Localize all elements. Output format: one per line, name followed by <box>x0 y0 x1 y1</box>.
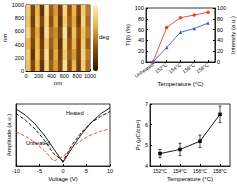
svg-text:400: 400 <box>47 73 56 79</box>
svg-text:10: 10 <box>107 168 113 174</box>
svg-text:1000: 1000 <box>12 2 24 8</box>
svg-text:600: 600 <box>60 73 69 79</box>
svg-text:Unheated: Unheated <box>133 61 154 78</box>
svg-text:400: 400 <box>15 42 24 48</box>
svg-text:6: 6 <box>145 122 148 128</box>
svg-text:0: 0 <box>217 59 220 65</box>
svg-text:600: 600 <box>15 28 24 34</box>
svg-text:-10: -10 <box>12 168 20 174</box>
svg-text:20: 20 <box>217 48 223 54</box>
svg-text:154°C: 154°C <box>173 168 187 174</box>
svg-text:60: 60 <box>217 27 223 33</box>
svg-text:7: 7 <box>145 101 148 107</box>
svg-text:Pr (μC/cm²): Pr (μC/cm²) <box>135 119 141 150</box>
svg-text:100: 100 <box>135 5 144 11</box>
svg-text:154°C: 154°C <box>167 61 182 74</box>
svg-text:5: 5 <box>145 142 148 148</box>
svg-text:158°C: 158°C <box>213 168 227 174</box>
svg-text:152°C: 152°C <box>154 61 169 74</box>
svg-text:100: 100 <box>217 5 226 11</box>
svg-text:Voltage (V): Voltage (V) <box>48 176 78 182</box>
svg-text:deg: deg <box>99 34 109 40</box>
svg-text:nm: nm <box>54 80 62 86</box>
svg-text:T(β) (%): T(β) (%) <box>125 24 131 46</box>
svg-text:0: 0 <box>24 73 27 79</box>
svg-text:Temperature (°C): Temperature (°C) <box>167 176 213 182</box>
svg-text:-5: -5 <box>37 168 42 174</box>
svg-text:Heated: Heated <box>66 110 84 116</box>
svg-text:4: 4 <box>145 163 148 169</box>
svg-text:Amplitude (a.u.): Amplitude (a.u.) <box>6 114 12 156</box>
svg-text:200: 200 <box>34 73 43 79</box>
svg-text:0: 0 <box>61 168 64 174</box>
svg-text:Intensity (a.u.): Intensity (a.u.) <box>230 16 236 54</box>
svg-text:800: 800 <box>15 15 24 21</box>
svg-text:1000: 1000 <box>84 73 96 79</box>
svg-text:20: 20 <box>138 48 144 54</box>
svg-text:152°C: 152°C <box>153 168 167 174</box>
svg-text:Unheated: Unheated <box>26 140 50 146</box>
svg-text:60: 60 <box>138 27 144 33</box>
svg-text:5: 5 <box>85 168 88 174</box>
svg-text:80: 80 <box>138 16 144 22</box>
svg-text:800: 800 <box>73 73 82 79</box>
svg-text:200: 200 <box>15 55 24 61</box>
svg-text:0: 0 <box>20 68 24 74</box>
svg-text:80: 80 <box>217 16 223 22</box>
svg-text:Temperature (°C): Temperature (°C) <box>157 81 203 87</box>
svg-text:158°C: 158°C <box>195 61 210 74</box>
svg-text:156°C: 156°C <box>193 168 207 174</box>
svg-text:156°C: 156°C <box>181 61 196 74</box>
svg-text:nm: nm <box>2 34 8 42</box>
svg-text:0: 0 <box>141 59 144 65</box>
svg-text:40: 40 <box>138 37 144 43</box>
svg-text:40: 40 <box>217 37 223 43</box>
